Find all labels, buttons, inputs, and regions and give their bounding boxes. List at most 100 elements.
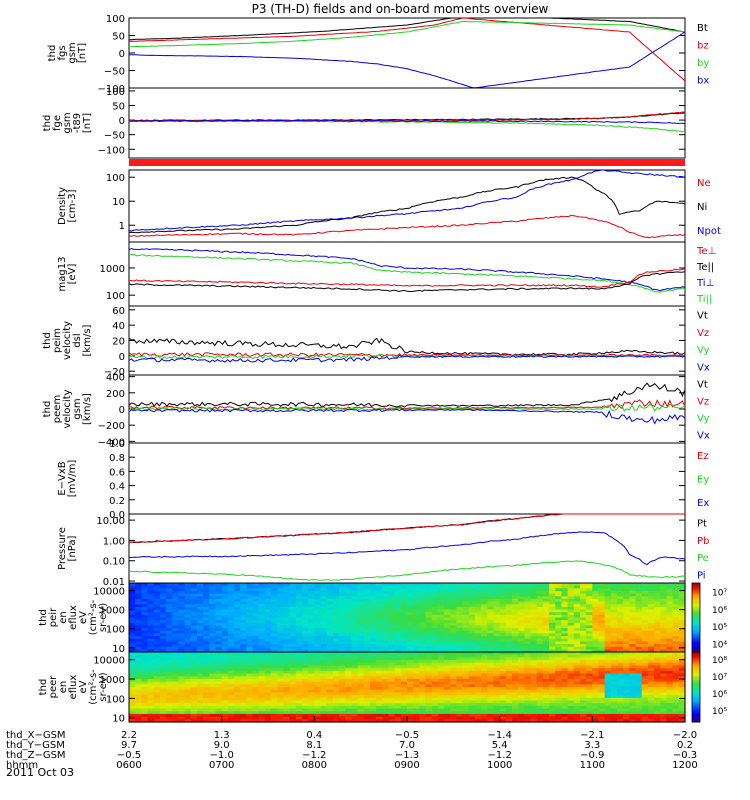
spectrogram-cell xyxy=(678,652,686,656)
spectrogram-cell xyxy=(190,662,198,667)
spectrogram-cell xyxy=(579,628,587,632)
spectrogram-cell xyxy=(444,633,451,637)
spectrogram-cell xyxy=(388,684,396,688)
legend-label: Ez xyxy=(697,451,709,462)
spectrogram-cell xyxy=(672,614,680,619)
spectrogram-cell xyxy=(308,622,315,627)
spectrogram-cell xyxy=(234,665,241,669)
spectrogram-cell xyxy=(289,644,297,648)
spectrogram-cell xyxy=(227,649,235,653)
spectrogram-cell xyxy=(301,646,309,650)
spectrogram-cell xyxy=(339,583,346,587)
spectrogram-cell xyxy=(524,638,532,642)
spectrogram-cell xyxy=(610,681,618,685)
spectrogram-cell xyxy=(363,646,371,650)
spectrogram-cell xyxy=(240,644,247,648)
spectrogram-cell xyxy=(166,644,173,648)
spectrogram-cell xyxy=(376,604,383,608)
spectrogram-cell xyxy=(376,649,383,653)
spectrogram-cell xyxy=(629,601,637,605)
spectrogram-cell xyxy=(301,657,309,661)
spectrogram-cell xyxy=(604,705,612,710)
spectrogram-cell xyxy=(314,630,322,635)
spectrogram-cell xyxy=(351,596,359,600)
spectrogram-cell xyxy=(135,625,142,629)
spectrogram-cell xyxy=(209,620,217,624)
spectrogram-cell xyxy=(308,646,315,650)
spectrogram-cell xyxy=(301,668,309,672)
spectrogram-cell xyxy=(252,636,260,640)
spectrogram-cell xyxy=(512,692,519,696)
spectrogram-cell xyxy=(672,662,680,667)
spectrogram-cell xyxy=(196,695,204,699)
spectrogram-cell xyxy=(363,598,371,603)
spectrogram-cell xyxy=(209,638,217,642)
spectrogram-cell xyxy=(666,676,674,680)
spectrogram-cell xyxy=(227,678,235,683)
spectrogram-cell xyxy=(258,684,266,688)
spectrogram-cell xyxy=(369,716,377,720)
spectrogram-cell xyxy=(573,662,581,667)
spectrogram-cell xyxy=(579,678,587,683)
spectrogram-cell xyxy=(512,638,519,642)
spectrogram-cell xyxy=(203,636,210,640)
spectrogram-cell xyxy=(549,646,556,650)
spectrogram-cell xyxy=(493,700,501,704)
spectrogram-cell xyxy=(283,708,291,712)
spectrogram-cell xyxy=(209,660,217,664)
spectrogram-cell xyxy=(277,660,285,664)
spectrogram-cell xyxy=(135,583,142,587)
spectrogram-cell xyxy=(660,649,668,653)
spectrogram-cell xyxy=(431,676,439,680)
spectrogram-cell xyxy=(135,612,142,616)
spectrogram-cell xyxy=(357,684,365,688)
colorbar-segment xyxy=(692,662,700,665)
spectrogram-cell xyxy=(561,662,569,667)
spectrogram-cell xyxy=(147,670,155,675)
spectrogram-cell xyxy=(351,652,359,656)
spectrogram-cell xyxy=(357,719,365,723)
spectrogram-cell xyxy=(592,614,600,619)
y-axis-label: [nT] xyxy=(77,43,88,63)
spectrogram-cell xyxy=(586,638,593,642)
spectrogram-cell xyxy=(166,689,173,693)
spectrogram-cell xyxy=(425,628,433,632)
spectrogram-cell xyxy=(450,668,458,672)
spectrogram-cell xyxy=(610,617,618,621)
spectrogram-cell xyxy=(641,625,649,629)
spectrogram-cell xyxy=(357,612,365,616)
spectrogram-cell xyxy=(481,614,488,619)
spectrogram-cell xyxy=(166,585,173,589)
spectrogram-cell xyxy=(283,614,291,619)
spectrogram-cell xyxy=(215,716,223,720)
spectrogram-cell xyxy=(326,598,334,603)
spectrogram-cell xyxy=(462,705,470,710)
spectrogram-cell xyxy=(351,620,359,624)
spectrogram-cell xyxy=(283,604,291,608)
spectrogram-cell xyxy=(586,678,593,683)
spectrogram-cell xyxy=(641,684,649,688)
spectrogram-cell xyxy=(654,665,661,669)
spectrogram-cell xyxy=(555,665,563,669)
spectrogram-cell xyxy=(376,641,383,645)
spectrogram-cell xyxy=(623,601,630,605)
spectrogram-cell xyxy=(678,662,686,667)
spectrogram-cell xyxy=(246,713,254,718)
spectrogram-cell xyxy=(487,588,495,592)
spectrogram-cell xyxy=(660,665,668,669)
spectrogram-cell xyxy=(184,585,192,589)
spectrogram-cell xyxy=(610,678,618,683)
spectrogram-cell xyxy=(555,598,563,603)
spectrogram-cell xyxy=(289,665,297,669)
spectrogram-cell xyxy=(678,676,686,680)
spectrogram-cell xyxy=(234,687,241,691)
spectrogram-cell xyxy=(610,593,618,597)
spectrogram-cell xyxy=(320,695,328,699)
spectrogram-cell xyxy=(573,700,581,704)
spectrogram-cell xyxy=(654,622,661,627)
spectrogram-cell xyxy=(382,601,390,605)
spectrogram-cell xyxy=(209,705,217,710)
spectrogram-cell xyxy=(394,711,402,715)
spectrogram-cell xyxy=(283,681,291,685)
spectrogram-cell xyxy=(153,711,161,715)
